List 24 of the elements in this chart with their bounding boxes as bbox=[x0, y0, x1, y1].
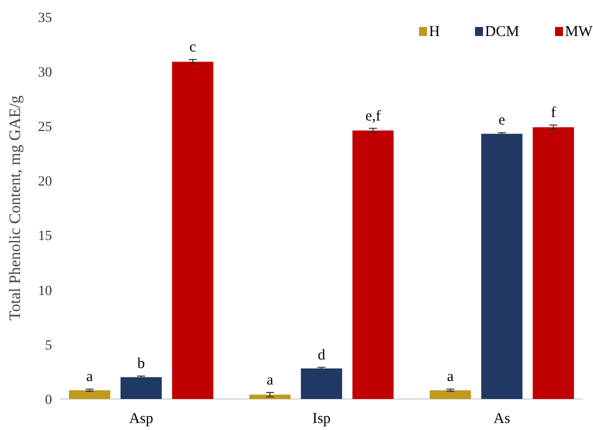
y-tick-label: 0 bbox=[45, 392, 52, 408]
data-label: a bbox=[86, 369, 94, 386]
y-tick-label: 5 bbox=[45, 338, 52, 354]
data-label: c bbox=[189, 40, 196, 56]
data-label: a bbox=[266, 372, 274, 388]
y-tick-label: 30 bbox=[38, 65, 52, 80]
legend-label: H bbox=[429, 24, 440, 40]
y-axis-title: Total Phenolic Content, mg GAE/g bbox=[7, 95, 24, 321]
x-tick-label: Isp bbox=[312, 411, 331, 427]
y-tick-label: 15 bbox=[38, 229, 52, 244]
data-label: e,f bbox=[365, 108, 381, 124]
x-tick-label: As bbox=[494, 411, 510, 427]
data-label: e bbox=[498, 112, 506, 129]
x-tick-label: Asp bbox=[129, 411, 154, 427]
legend-label: DCM bbox=[485, 24, 520, 40]
y-tick-label: 25 bbox=[38, 120, 52, 136]
data-label: b bbox=[137, 356, 145, 372]
legend-label: MW bbox=[565, 24, 593, 40]
y-tick-label: 35 bbox=[38, 10, 52, 26]
data-label: a bbox=[446, 369, 454, 386]
y-tick-label: 10 bbox=[38, 284, 52, 299]
y-tick-label: 20 bbox=[38, 174, 52, 190]
data-label: d bbox=[318, 347, 326, 364]
data-label: f bbox=[550, 105, 556, 122]
